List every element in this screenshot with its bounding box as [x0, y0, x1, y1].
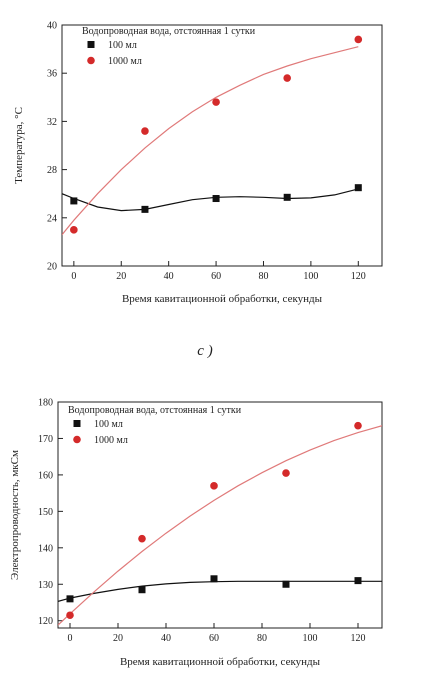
legend-marker	[87, 41, 95, 48]
y-axis-label: Температура, °C	[13, 107, 25, 184]
data-point	[70, 197, 78, 205]
y-axis-label: Электропроводность, мкСм	[9, 450, 21, 580]
x-tick-label: 60	[211, 271, 221, 282]
data-point	[212, 195, 220, 203]
data-point	[282, 580, 290, 588]
x-tick-label: 20	[116, 271, 126, 282]
x-tick-label: 40	[164, 271, 174, 282]
x-tick-label: 60	[209, 633, 219, 644]
x-tick-label: 0	[71, 271, 76, 282]
data-point	[212, 98, 220, 106]
data-point	[66, 611, 74, 620]
fit-curve-series-1	[58, 580, 382, 602]
data-point	[354, 577, 362, 585]
y-tick-label: 140	[38, 543, 53, 554]
fit-curve-series-2	[58, 425, 382, 626]
fit-curve-series-2	[62, 46, 359, 236]
temperature-chart: 0 20 40 60 80 100 120 20 24 28 32 36 40 Время кавитац…	[13, 21, 383, 305]
data-point	[138, 586, 146, 594]
x-tick-label: 80	[257, 633, 267, 644]
y-tick-label: 180	[38, 398, 53, 409]
data-point	[138, 534, 146, 543]
x-tick-label: 120	[351, 271, 366, 282]
y-tick-label: 130	[38, 580, 53, 591]
data-point	[210, 575, 218, 583]
y-tick-label: 24	[47, 213, 57, 224]
y-tick-label: 150	[38, 507, 53, 518]
legend-marker	[73, 435, 81, 444]
legend-label: 100 мл	[94, 419, 123, 430]
y-tick-label: 28	[47, 165, 57, 176]
legend-title: Водопроводная вода, отстоянная 1 сутки	[68, 405, 242, 416]
data-point	[354, 184, 362, 192]
plot-frame	[61, 24, 383, 267]
y-tick-label: 36	[47, 69, 57, 80]
conductivity-chart: 0 20 40 60 80 100 120 120 130 140 150 160 170 180 Врем…	[9, 398, 383, 668]
data-point	[282, 469, 290, 477]
legend-label: 1000 мл	[108, 56, 142, 67]
data-point	[283, 74, 291, 82]
panel-label: c )	[197, 343, 212, 359]
data-point	[141, 205, 149, 213]
legend-title: Водопроводная вода, отстоянная 1 сутки	[82, 26, 256, 37]
data-point	[66, 595, 74, 603]
x-tick-label: 80	[258, 271, 268, 282]
data-point	[70, 226, 78, 234]
x-tick-label: 0	[68, 633, 73, 644]
x-axis-label: Время кавитационной обработки, секунды	[120, 656, 321, 668]
y-tick-label: 160	[38, 470, 53, 481]
legend-label: 100 мл	[108, 40, 137, 51]
fit-curve-series-1	[62, 188, 359, 212]
data-point	[210, 482, 218, 490]
y-tick-label: 20	[47, 262, 57, 273]
plot-frame	[57, 401, 383, 629]
y-tick-label: 40	[47, 21, 57, 32]
x-axis-label: Время кавитационной обработки, секунды	[122, 293, 323, 305]
y-tick-label: 170	[38, 434, 53, 445]
y-tick-label: 32	[47, 117, 57, 128]
data-point	[141, 127, 149, 135]
data-point	[354, 35, 363, 44]
x-tick-label: 100	[303, 633, 318, 644]
x-tick-label: 100	[303, 271, 318, 282]
legend-label: 1000 мл	[94, 435, 128, 446]
legend-marker	[87, 56, 95, 65]
data-point	[354, 421, 362, 430]
x-tick-label: 120	[351, 633, 366, 644]
x-tick-label: 20	[113, 633, 123, 644]
x-tick-label: 40	[161, 633, 171, 644]
y-tick-label: 120	[38, 616, 53, 627]
legend-marker	[73, 420, 81, 427]
data-point	[283, 193, 291, 201]
